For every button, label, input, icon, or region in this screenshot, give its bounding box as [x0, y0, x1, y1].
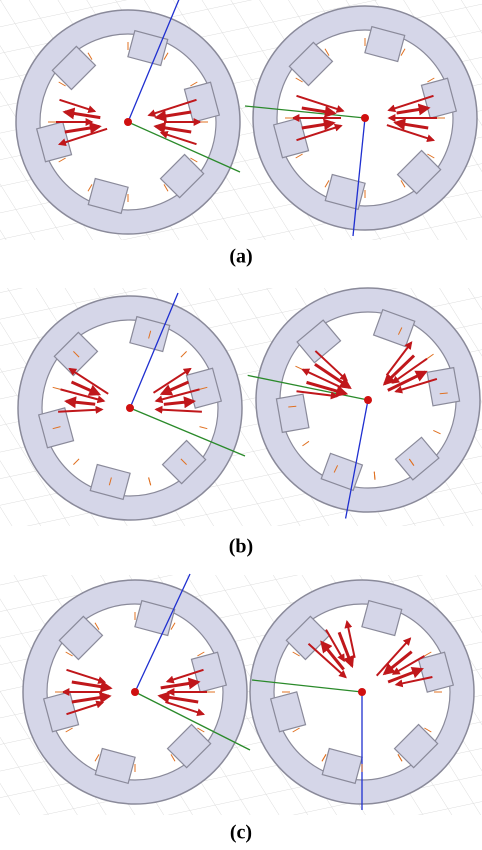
origin [358, 688, 366, 696]
origin [361, 114, 369, 122]
panel-label: (a) [229, 246, 252, 268]
origin [126, 404, 134, 412]
figure: (a) (b) (c) [0, 0, 482, 850]
origin [124, 118, 132, 126]
panel-label: (c) [230, 822, 252, 844]
panel-label: (b) [229, 536, 253, 558]
panels [0, 0, 482, 815]
origin [131, 688, 139, 696]
